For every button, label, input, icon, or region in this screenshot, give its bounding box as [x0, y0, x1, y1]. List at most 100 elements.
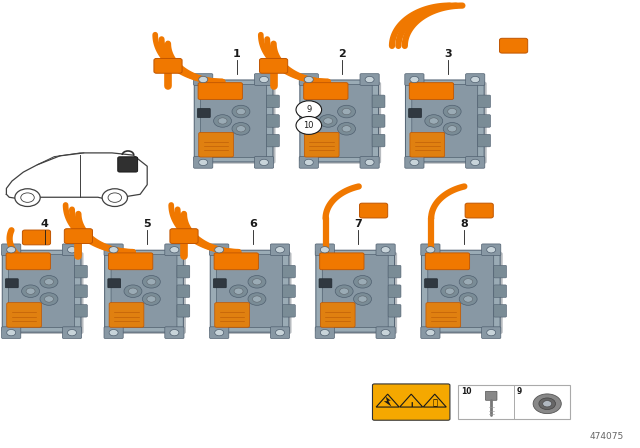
FancyBboxPatch shape — [109, 303, 144, 327]
FancyBboxPatch shape — [412, 84, 477, 158]
Circle shape — [147, 296, 156, 302]
Circle shape — [45, 296, 54, 302]
FancyBboxPatch shape — [388, 305, 401, 317]
FancyBboxPatch shape — [481, 244, 500, 255]
Circle shape — [248, 293, 266, 306]
Circle shape — [340, 288, 349, 294]
Text: 6: 6 — [249, 219, 257, 229]
FancyBboxPatch shape — [494, 285, 507, 297]
FancyBboxPatch shape — [321, 303, 355, 327]
FancyBboxPatch shape — [360, 203, 388, 218]
Circle shape — [425, 115, 443, 127]
FancyBboxPatch shape — [283, 265, 296, 278]
Circle shape — [129, 288, 138, 294]
FancyBboxPatch shape — [499, 39, 527, 53]
Circle shape — [68, 330, 77, 336]
Circle shape — [321, 246, 330, 253]
FancyBboxPatch shape — [214, 253, 259, 270]
FancyBboxPatch shape — [360, 73, 380, 85]
FancyBboxPatch shape — [165, 244, 184, 255]
Circle shape — [22, 285, 40, 297]
Circle shape — [443, 122, 461, 135]
FancyBboxPatch shape — [5, 279, 18, 288]
Circle shape — [275, 246, 285, 253]
FancyBboxPatch shape — [477, 95, 490, 108]
FancyBboxPatch shape — [422, 250, 500, 332]
Circle shape — [253, 296, 262, 302]
FancyBboxPatch shape — [254, 156, 274, 168]
FancyBboxPatch shape — [193, 156, 212, 168]
FancyBboxPatch shape — [9, 254, 74, 328]
Circle shape — [321, 330, 330, 336]
FancyBboxPatch shape — [303, 82, 381, 164]
Circle shape — [441, 285, 459, 297]
FancyBboxPatch shape — [63, 327, 82, 339]
Circle shape — [324, 118, 333, 124]
FancyBboxPatch shape — [494, 265, 507, 278]
Text: 4: 4 — [41, 219, 49, 229]
Circle shape — [26, 288, 35, 294]
FancyBboxPatch shape — [303, 108, 316, 117]
FancyBboxPatch shape — [404, 156, 424, 168]
FancyBboxPatch shape — [5, 252, 84, 334]
FancyBboxPatch shape — [6, 253, 51, 270]
Circle shape — [486, 330, 496, 336]
FancyBboxPatch shape — [283, 305, 296, 317]
FancyBboxPatch shape — [388, 265, 401, 278]
Circle shape — [45, 279, 54, 285]
Circle shape — [232, 105, 250, 118]
Text: 1: 1 — [233, 49, 241, 59]
Circle shape — [296, 101, 322, 119]
FancyBboxPatch shape — [154, 58, 182, 73]
Circle shape — [214, 115, 232, 127]
FancyBboxPatch shape — [270, 244, 290, 255]
FancyBboxPatch shape — [254, 73, 274, 85]
FancyBboxPatch shape — [372, 115, 385, 127]
FancyBboxPatch shape — [316, 250, 395, 332]
FancyBboxPatch shape — [477, 115, 490, 127]
Circle shape — [215, 246, 224, 253]
FancyBboxPatch shape — [305, 133, 339, 157]
Circle shape — [460, 293, 477, 306]
Circle shape — [15, 189, 40, 207]
Circle shape — [381, 330, 390, 336]
Circle shape — [102, 189, 127, 207]
FancyBboxPatch shape — [177, 285, 190, 297]
Circle shape — [445, 288, 454, 294]
Circle shape — [470, 159, 480, 166]
FancyBboxPatch shape — [170, 228, 198, 244]
Circle shape — [543, 401, 552, 407]
Text: 5: 5 — [143, 219, 151, 229]
Circle shape — [215, 330, 224, 336]
FancyBboxPatch shape — [63, 244, 82, 255]
Circle shape — [40, 293, 58, 306]
Circle shape — [20, 193, 35, 202]
Circle shape — [6, 246, 16, 253]
Circle shape — [170, 246, 179, 253]
Circle shape — [232, 122, 250, 135]
FancyBboxPatch shape — [212, 252, 292, 334]
Circle shape — [260, 76, 269, 82]
Circle shape — [109, 246, 118, 253]
Circle shape — [443, 105, 461, 118]
FancyBboxPatch shape — [425, 279, 438, 288]
FancyBboxPatch shape — [22, 230, 51, 245]
Text: 2: 2 — [339, 49, 346, 59]
FancyBboxPatch shape — [408, 82, 486, 164]
Circle shape — [319, 115, 337, 127]
Circle shape — [410, 159, 419, 166]
Circle shape — [296, 116, 322, 134]
FancyBboxPatch shape — [108, 252, 186, 334]
Circle shape — [365, 76, 374, 82]
Text: 3: 3 — [444, 49, 452, 59]
FancyBboxPatch shape — [319, 252, 397, 334]
Circle shape — [304, 159, 314, 166]
FancyBboxPatch shape — [494, 305, 507, 317]
FancyBboxPatch shape — [214, 279, 227, 288]
Circle shape — [237, 108, 246, 115]
Circle shape — [338, 105, 356, 118]
FancyBboxPatch shape — [323, 254, 388, 328]
FancyBboxPatch shape — [465, 203, 493, 218]
FancyBboxPatch shape — [109, 253, 153, 270]
FancyBboxPatch shape — [210, 250, 289, 332]
